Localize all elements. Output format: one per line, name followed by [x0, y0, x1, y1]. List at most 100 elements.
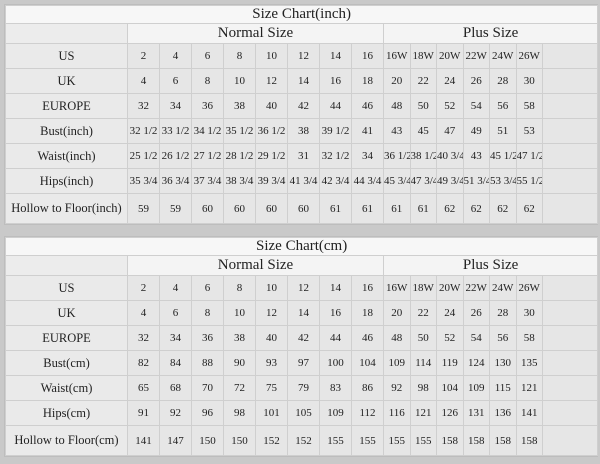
empty-cell	[541, 350, 599, 376]
empty-cell	[541, 143, 599, 169]
plus-size-cell: 52	[436, 93, 464, 119]
normal-size-cell: 38	[223, 325, 256, 351]
normal-size-cell: 44	[319, 93, 352, 119]
normal-size-cell: 4	[127, 68, 160, 94]
table-row: Hollow to Floor(inch) 59 59 60 60 60 60 61 61 61 6…	[5, 193, 599, 224]
normal-size-cell: 37 3/4	[191, 168, 224, 194]
row-label: Hips(inch)	[5, 168, 128, 194]
normal-size-cell: 42 3/4	[319, 168, 352, 194]
empty-cell	[541, 400, 599, 426]
normal-size-cell: 8	[223, 275, 256, 301]
plus-size-cell: 54	[462, 93, 490, 119]
normal-size-cell: 40	[255, 93, 288, 119]
row-label: EUROPE	[5, 325, 128, 351]
normal-size-cell: 60	[191, 193, 224, 224]
empty-cell	[541, 300, 599, 326]
row-label: Hollow to Floor(cm)	[5, 425, 128, 456]
normal-size-cell: 83	[319, 375, 352, 401]
table-row: US 2 4 6 8 10 12 14 16 16W 18W 20W 22W 24W 26W	[5, 43, 599, 69]
plus-size-cell: 136	[489, 400, 517, 426]
row-label: US	[5, 43, 128, 69]
table-row: Hollow to Floor(cm) 141 147 150 150 152 152 155…	[5, 425, 599, 456]
normal-size-cell: 100	[319, 350, 352, 376]
empty-cell	[541, 275, 599, 301]
normal-size-cell: 16	[351, 43, 384, 69]
plus-size-cell: 40 3/4	[436, 143, 464, 169]
row-label: EUROPE	[5, 93, 128, 119]
plus-size-cell: 121	[409, 400, 437, 426]
table-row: Waist(inch) 25 1/2 26 1/2 27 1/2 28 1/2 29 1/…	[5, 143, 599, 169]
plus-size-cell: 48	[383, 93, 411, 119]
table-row: Waist(cm) 65 68 70 72 75 79 83 86 92 98 104 109 115 12…	[5, 375, 599, 401]
plus-size-cell: 20	[383, 300, 411, 326]
normal-size-cell: 86	[351, 375, 384, 401]
normal-size-cell: 61	[351, 193, 384, 224]
chart-title: Size Chart(inch)	[4, 5, 599, 24]
normal-size-cell: 6	[159, 300, 192, 326]
normal-size-cell: 141	[127, 425, 160, 456]
plus-size-cell: 26W	[515, 275, 543, 301]
normal-size-cell: 6	[159, 68, 192, 94]
empty-cell	[541, 118, 599, 144]
plus-size-cell: 115	[489, 375, 517, 401]
plus-size-cell: 38 1/2	[409, 143, 437, 169]
plus-size-cell: 18W	[409, 43, 437, 69]
plus-size-cell: 53 3/4	[489, 168, 517, 194]
normal-size-cell: 44 3/4	[351, 168, 384, 194]
table-row: US 2 4 6 8 10 12 14 16 16W 18W 20W 22W 24W 26W	[5, 275, 599, 301]
plus-size-cell: 119	[436, 350, 464, 376]
table-row: EUROPE 32 34 36 38 40 42 44 46 48 50 52 54 56 58	[5, 93, 599, 119]
plus-size-cell: 26	[462, 68, 490, 94]
normal-size-cell: 36 3/4	[159, 168, 192, 194]
normal-size-cell: 59	[159, 193, 192, 224]
plus-size-cell: 98	[409, 375, 437, 401]
normal-size-cell: 42	[287, 325, 320, 351]
plus-size-cell: 50	[409, 325, 437, 351]
plus-size-cell: 54	[462, 325, 490, 351]
plus-size-cell: 45 3/4	[383, 168, 411, 194]
normal-size-cell: 84	[159, 350, 192, 376]
plus-size-cell: 158	[515, 425, 543, 456]
normal-size-cell: 155	[351, 425, 384, 456]
plus-size-cell: 47 1/2	[515, 143, 543, 169]
plus-size-cell: 24W	[489, 43, 517, 69]
plus-size-cell: 51	[489, 118, 517, 144]
normal-size-cell: 12	[255, 300, 288, 326]
plus-size-cell: 131	[462, 400, 490, 426]
plus-size-cell: 121	[515, 375, 543, 401]
row-label: Bust(cm)	[5, 350, 128, 376]
normal-size-cell: 41 3/4	[287, 168, 320, 194]
normal-size-cell: 36 1/2	[255, 118, 288, 144]
normal-size-cell: 39 1/2	[319, 118, 352, 144]
plus-size-cell: 22	[409, 300, 437, 326]
normal-size-cell: 34 1/2	[191, 118, 224, 144]
normal-size-cell: 8	[191, 300, 224, 326]
normal-size-cell: 60	[255, 193, 288, 224]
size-chart-cm: Size Chart(cm) Normal Size Plus Size US 2 4 6 8…	[4, 236, 599, 457]
plus-size-cell: 28	[489, 68, 517, 94]
plus-size-cell: 158	[462, 425, 490, 456]
plus-size-cell: 61	[383, 193, 411, 224]
normal-size-cell: 14	[287, 300, 320, 326]
normal-size-cell: 28 1/2	[223, 143, 256, 169]
normal-size-cell: 35 3/4	[127, 168, 160, 194]
normal-size-cell: 33 1/2	[159, 118, 192, 144]
plus-size-cell: 56	[489, 325, 517, 351]
plus-size-cell: 45 1/2	[489, 143, 517, 169]
normal-size-cell: 36	[191, 325, 224, 351]
group-header-normal: Normal Size	[127, 23, 384, 44]
normal-size-cell: 14	[319, 43, 352, 69]
plus-size-cell: 109	[383, 350, 411, 376]
row-label: US	[5, 275, 128, 301]
plus-size-cell: 52	[436, 325, 464, 351]
normal-size-cell: 10	[223, 300, 256, 326]
plus-size-cell: 16W	[383, 275, 411, 301]
table-row: EUROPE 32 34 36 38 40 42 44 46 48 50 52 54 56 58	[5, 325, 599, 351]
normal-size-cell: 25 1/2	[127, 143, 160, 169]
normal-size-cell: 18	[351, 300, 384, 326]
normal-size-cell: 26 1/2	[159, 143, 192, 169]
empty-cell	[541, 425, 599, 456]
plus-size-cell: 47	[436, 118, 464, 144]
normal-size-cell: 96	[191, 400, 224, 426]
row-label: Waist(cm)	[5, 375, 128, 401]
